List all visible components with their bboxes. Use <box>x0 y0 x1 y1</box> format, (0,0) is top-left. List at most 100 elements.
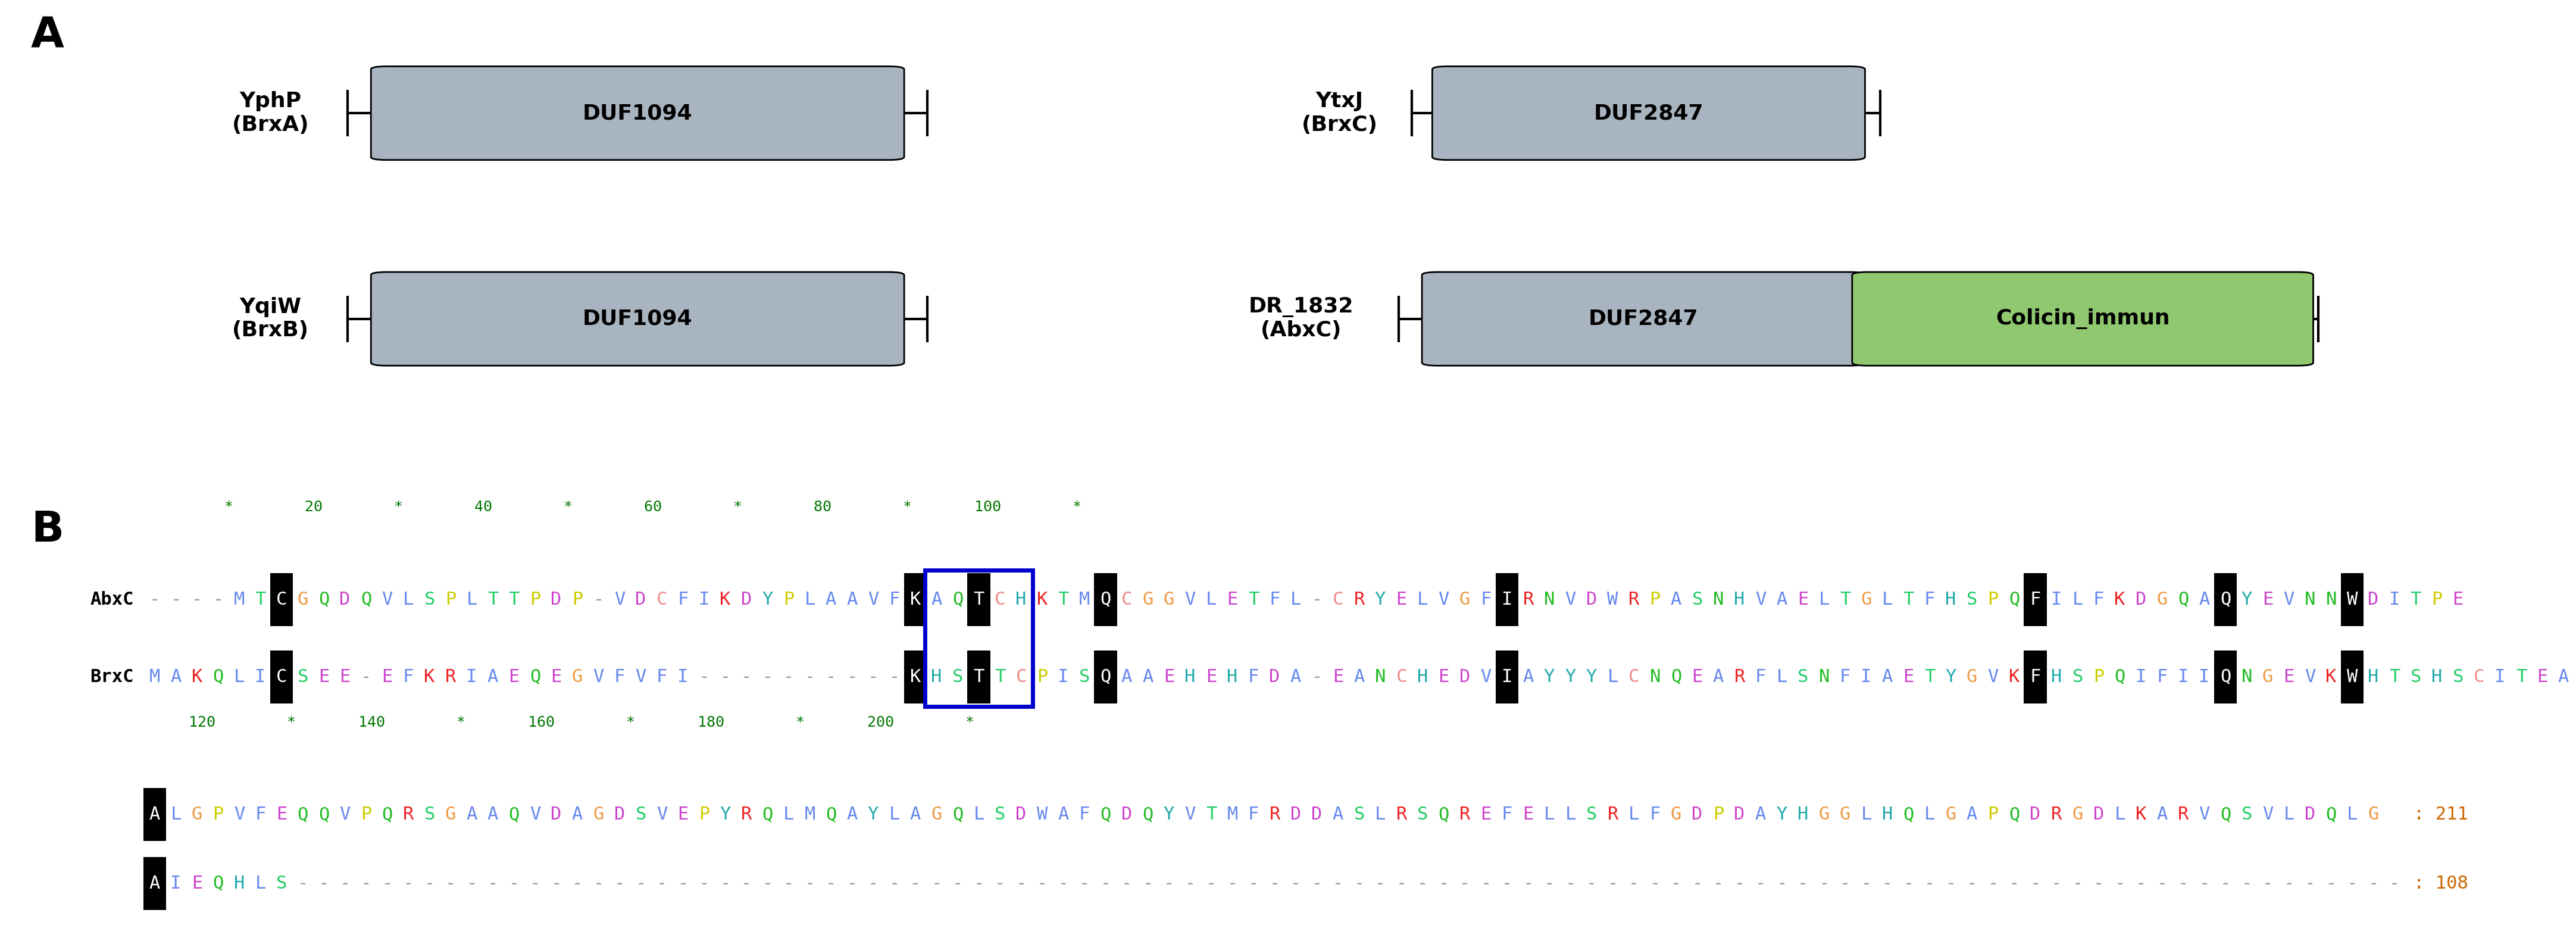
Text: -: - <box>1989 875 1999 892</box>
Text: -: - <box>1100 875 1110 892</box>
Text: I: I <box>1502 669 1512 685</box>
Text: Q: Q <box>2221 669 2231 685</box>
Text: -: - <box>974 875 984 892</box>
Text: E: E <box>276 806 286 823</box>
Text: A: A <box>930 591 943 608</box>
Text: M: M <box>1079 591 1090 608</box>
Text: L: L <box>2115 806 2125 823</box>
FancyBboxPatch shape <box>1852 272 2313 366</box>
Text: Y: Y <box>1543 669 1556 685</box>
Text: V: V <box>1481 669 1492 685</box>
Text: -: - <box>1777 875 1788 892</box>
Text: I: I <box>2388 591 2401 608</box>
Text: A: A <box>824 591 837 608</box>
Text: -: - <box>319 875 330 892</box>
Text: S: S <box>994 806 1005 823</box>
Text: L: L <box>255 875 265 892</box>
Text: C: C <box>276 669 286 685</box>
Text: -: - <box>1502 875 1512 892</box>
Text: L: L <box>1819 591 1829 608</box>
Text: F: F <box>1754 669 1767 685</box>
Text: H: H <box>1226 669 1239 685</box>
Text: Q: Q <box>1100 669 1110 685</box>
Text: H: H <box>1798 806 1808 823</box>
Text: -: - <box>868 669 878 685</box>
Text: G: G <box>1461 591 1471 608</box>
Text: P: P <box>2432 591 2442 608</box>
Text: -: - <box>783 669 793 685</box>
Text: V: V <box>592 669 603 685</box>
Text: V: V <box>636 669 647 685</box>
Text: -: - <box>2306 875 2316 892</box>
Text: -: - <box>2030 875 2040 892</box>
Text: S: S <box>1965 591 1978 608</box>
Text: F: F <box>2030 669 2040 685</box>
Text: L: L <box>1206 591 1216 608</box>
Text: W: W <box>2347 591 2357 608</box>
Text: A: A <box>1965 806 1978 823</box>
Text: F: F <box>1649 806 1662 823</box>
Text: P: P <box>361 806 371 823</box>
Text: S: S <box>1798 669 1808 685</box>
Text: L: L <box>2282 806 2295 823</box>
Text: -: - <box>2115 875 2125 892</box>
Text: L: L <box>466 591 477 608</box>
Text: I: I <box>1502 591 1512 608</box>
Bar <box>270 573 294 626</box>
Text: C: C <box>994 591 1005 608</box>
Text: L: L <box>1566 806 1577 823</box>
Text: A: A <box>1141 669 1154 685</box>
Text: M: M <box>1226 806 1239 823</box>
Text: T: T <box>255 591 265 608</box>
Text: G: G <box>1839 806 1850 823</box>
Text: -: - <box>677 875 688 892</box>
Text: S: S <box>636 806 647 823</box>
Text: P: P <box>1713 806 1723 823</box>
Text: Q: Q <box>2221 806 2231 823</box>
Text: -: - <box>340 875 350 892</box>
Text: L: L <box>234 669 245 685</box>
Bar <box>270 651 294 703</box>
Text: S: S <box>296 669 309 685</box>
Text: -: - <box>1332 875 1345 892</box>
Text: E: E <box>1164 669 1175 685</box>
Text: N: N <box>1376 669 1386 685</box>
Text: D: D <box>2306 806 2316 823</box>
Text: -: - <box>1437 875 1450 892</box>
Bar <box>969 651 989 703</box>
Text: W: W <box>1607 591 1618 608</box>
Text: P: P <box>1989 591 1999 608</box>
Text: F: F <box>1249 669 1260 685</box>
Text: A: A <box>1522 669 1533 685</box>
Text: -: - <box>1396 875 1406 892</box>
Text: S: S <box>2411 669 2421 685</box>
Text: -: - <box>1164 875 1175 892</box>
Text: -: - <box>361 875 371 892</box>
Text: I: I <box>2177 669 2190 685</box>
Text: -: - <box>698 669 708 685</box>
Text: D: D <box>1587 591 1597 608</box>
Text: -: - <box>698 875 708 892</box>
Text: E: E <box>1798 591 1808 608</box>
Text: L: L <box>783 806 793 823</box>
Text: -: - <box>507 875 520 892</box>
Text: M: M <box>149 669 160 685</box>
Text: A: A <box>149 806 160 823</box>
Text: YtxJ
(BrxC): YtxJ (BrxC) <box>1301 92 1378 135</box>
Text: -: - <box>2262 875 2272 892</box>
Bar <box>2342 573 2365 626</box>
Text: D: D <box>1015 806 1028 823</box>
Text: E: E <box>1396 591 1406 608</box>
Text: P: P <box>531 591 541 608</box>
Text: -: - <box>2200 875 2210 892</box>
Text: Q: Q <box>1904 806 1914 823</box>
Text: C: C <box>2473 669 2483 685</box>
Text: L: L <box>889 806 899 823</box>
Text: T: T <box>1839 591 1850 608</box>
Text: C: C <box>1332 591 1345 608</box>
Text: C: C <box>1396 669 1406 685</box>
Text: -: - <box>2241 875 2251 892</box>
Text: H: H <box>234 875 245 892</box>
Text: M: M <box>804 806 814 823</box>
Text: A: A <box>1332 806 1345 823</box>
